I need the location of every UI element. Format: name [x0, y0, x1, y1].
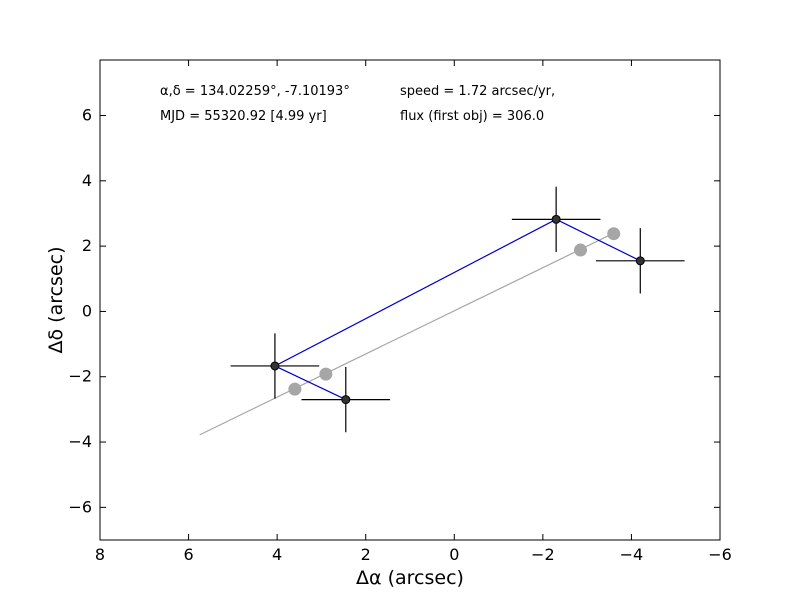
y-tick-label-2: −2: [68, 367, 92, 386]
plot-frame: [99, 59, 721, 541]
chart-marks: [199, 186, 685, 436]
model-track-line: [199, 231, 617, 436]
observed-point-1: [341, 395, 351, 405]
annotation-flux: flux (first obj) = 306.0: [400, 109, 544, 124]
y-tick-label-3: 0: [82, 301, 92, 320]
x-tick-label-0: 8: [95, 545, 105, 564]
annotations: α,δ = 134.02259°, -7.10193° MJD = 55320.…: [160, 84, 555, 124]
x-tick-label-5: −2: [531, 545, 555, 564]
observed-point-3: [635, 256, 645, 266]
x-tick-label-6: −4: [620, 545, 644, 564]
annotation-speed: speed = 1.72 arcsec/yr,: [400, 84, 555, 99]
x-tick-label-2: 4: [272, 545, 282, 564]
model-point-2: [574, 243, 587, 257]
x-tick-label-3: 2: [361, 545, 371, 564]
observed-path-line: [273, 218, 641, 401]
x-axis-label: Δα (arcsec): [356, 567, 464, 589]
observed-point-2: [551, 214, 561, 224]
x-tick-label-1: 6: [183, 545, 193, 564]
axis-ticks: 8 6 4 2 0 −2 −4 −6 −6 −4 −2 0 2 4 6: [68, 60, 732, 564]
observed-point-0: [270, 361, 280, 371]
y-tick-label-6: 6: [82, 106, 92, 125]
model-point-0: [288, 382, 302, 396]
y-tick-label-1: −4: [68, 432, 92, 451]
y-tick-label-5: 4: [82, 171, 92, 190]
x-tick-label-4: 0: [449, 545, 459, 564]
model-point-1: [319, 367, 333, 381]
annotation-coords: α,δ = 134.02259°, -7.10193°: [160, 84, 350, 99]
x-tick-label-7: −6: [708, 545, 732, 564]
y-tick-label-4: 2: [82, 236, 92, 255]
model-point-3: [607, 227, 621, 241]
annotation-mjd: MJD = 55320.92 [4.99 yr]: [160, 109, 327, 124]
y-axis-label: Δδ (arcsec): [45, 246, 67, 353]
y-tick-label-0: −6: [68, 497, 92, 516]
